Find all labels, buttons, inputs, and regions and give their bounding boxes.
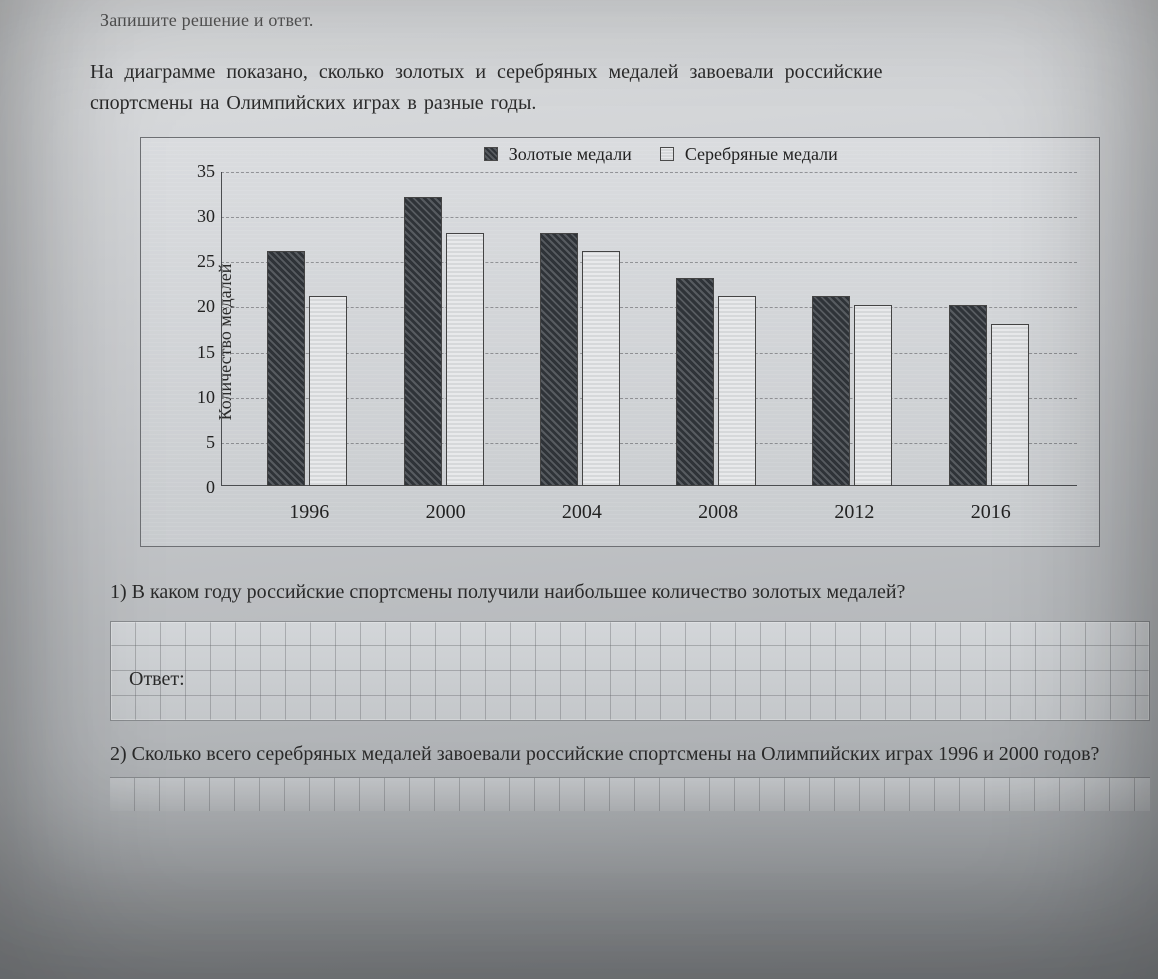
- x-tick-label: 2008: [698, 501, 738, 524]
- bar-silver: [446, 233, 484, 486]
- bar-gold: [676, 278, 714, 486]
- y-tick-label: 20: [183, 297, 215, 318]
- problem-intro: На диаграмме показано, сколько золотых и…: [90, 57, 1100, 119]
- bar-gold: [812, 296, 850, 486]
- y-tick-label: 5: [183, 432, 215, 453]
- y-tick-label: 15: [183, 342, 215, 363]
- y-tick-label: 25: [183, 251, 215, 272]
- truncated-prev-line: Запишите решение и ответ.: [100, 10, 1118, 31]
- bars-container: 199620002004200820122016: [221, 172, 1077, 486]
- legend-label-gold: Золотые медали: [509, 144, 632, 164]
- bar-silver: [854, 305, 892, 486]
- bar-gold: [949, 305, 987, 486]
- answer-grid-1: Ответ:: [110, 621, 1150, 721]
- bar-silver: [582, 251, 620, 486]
- intro-line-1: На диаграмме показано, сколько золотых и…: [90, 61, 882, 83]
- answer-grid-2-partial: [110, 777, 1150, 811]
- question-1: 1) В каком году российские спортсмены по…: [110, 577, 1118, 607]
- legend: Золотые медали Серебряные медали: [221, 144, 1077, 165]
- plot-area: Золотые медали Серебряные медали 1996200…: [221, 172, 1077, 486]
- x-tick-label: 1996: [289, 501, 329, 524]
- y-tick-label: 35: [183, 161, 215, 182]
- x-tick-label: 2004: [562, 501, 602, 524]
- intro-line-2: спортсмены на Олимпийских играх в разные…: [90, 88, 1100, 119]
- answer-label: Ответ:: [129, 668, 185, 691]
- bar-chart: Количество медалей Золотые медали Серебр…: [140, 137, 1100, 547]
- bar-gold: [267, 251, 305, 486]
- legend-swatch-gold: [484, 147, 498, 161]
- question-2: 2) Сколько всего серебряных медалей заво…: [110, 739, 1118, 769]
- y-tick-label: 0: [183, 477, 215, 498]
- legend-swatch-silver: [660, 147, 674, 161]
- bar-gold: [404, 197, 442, 486]
- bar-silver: [718, 296, 756, 486]
- bar-gold: [540, 233, 578, 486]
- y-tick-label: 30: [183, 206, 215, 227]
- y-tick-label: 10: [183, 387, 215, 408]
- legend-label-silver: Серебряные медали: [685, 144, 838, 164]
- bar-silver: [991, 324, 1029, 487]
- x-tick-label: 2016: [971, 501, 1011, 524]
- x-tick-label: 2000: [426, 501, 466, 524]
- page: Запишите решение и ответ. На диаграмме п…: [0, 0, 1158, 979]
- x-tick-label: 2012: [834, 501, 874, 524]
- bar-silver: [309, 296, 347, 486]
